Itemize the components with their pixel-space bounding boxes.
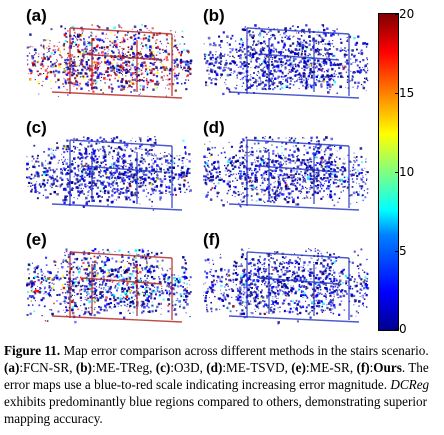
caption-text-1: Map error comparison across different me…	[60, 343, 429, 358]
caption-a-label: (a)	[4, 360, 19, 375]
caption-c-label: (c)	[156, 360, 171, 375]
caption-dcreg: DCReg	[390, 377, 429, 392]
panel-d: (d)	[199, 116, 371, 219]
caption-fig-label: Figure 11.	[4, 343, 60, 358]
caption-e-label: (e)	[291, 360, 306, 375]
caption-b-label: (b)	[76, 360, 92, 375]
caption-c-text: :O3D,	[170, 360, 206, 375]
colorbar-tick-10: 10	[399, 165, 414, 179]
colorbar-tick-0: 0	[399, 322, 407, 336]
caption-f-label: (f)	[356, 360, 369, 375]
error-map-e	[22, 228, 194, 331]
caption-d-label: (d)	[206, 360, 222, 375]
panel-a: (a)	[22, 4, 194, 107]
colorbar-tick-20: 20	[399, 7, 414, 21]
caption-e-text: :ME-SR,	[306, 360, 357, 375]
caption-b-text: :ME-TReg,	[92, 360, 156, 375]
panel-e: (e)	[22, 228, 194, 331]
panel-label-c: (c)	[26, 118, 47, 138]
colorbar-tick-15: 15	[399, 86, 414, 100]
caption-a-text: :FCN-SR,	[19, 360, 75, 375]
panel-f: (f)	[199, 228, 371, 331]
error-map-f	[199, 228, 371, 331]
figure-caption: Figure 11. Map error comparison across d…	[4, 342, 440, 427]
caption-ours: Ours	[373, 360, 402, 375]
caption-d-text: :ME-TSVD,	[222, 360, 291, 375]
error-map-c	[22, 116, 194, 219]
error-map-b	[199, 4, 371, 107]
panel-label-f: (f)	[203, 230, 220, 250]
panel-label-e: (e)	[26, 230, 47, 250]
panel-label-d: (d)	[203, 118, 225, 138]
error-map-a	[22, 4, 194, 107]
panel-b: (b)	[199, 4, 371, 107]
error-map-d	[199, 116, 371, 219]
panel-c: (c)	[22, 116, 194, 219]
panel-label-a: (a)	[26, 6, 47, 26]
panel-label-b: (b)	[203, 6, 225, 26]
caption-text-3: exhibits predominantly blue regions comp…	[4, 394, 427, 426]
colorbar-tick-5: 5	[399, 244, 407, 258]
